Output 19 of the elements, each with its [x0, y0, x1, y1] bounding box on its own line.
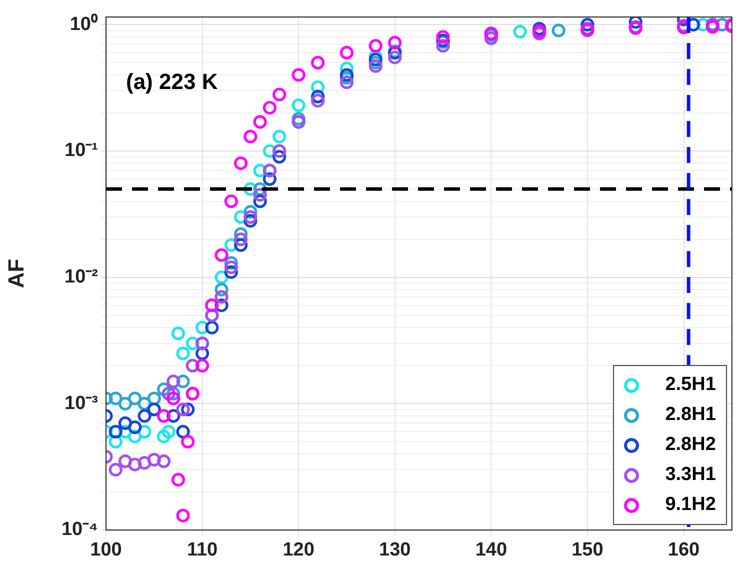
y-tick-label: 10⁻¹: [64, 140, 98, 162]
y-tick-label: 10⁻³: [64, 392, 98, 414]
legend-label: 2.5H1: [665, 374, 716, 396]
legend-label: 2.8H1: [665, 404, 716, 426]
annotation: (a) 223 K: [126, 69, 218, 95]
y-tick-label: 10⁻²: [64, 266, 98, 288]
x-tick-label: 150: [572, 540, 604, 561]
x-tick-label: 100: [90, 540, 122, 561]
x-tick-label: 120: [282, 540, 314, 561]
x-tick-label: 160: [668, 540, 700, 561]
x-tick-label: 130: [379, 540, 411, 561]
y-tick-label: 10⁰: [70, 12, 98, 35]
legend-label: 9.1H2: [665, 494, 716, 516]
y-tick-label: 10⁻⁴: [61, 519, 98, 540]
legend-label: 3.3H1: [665, 464, 716, 486]
x-tick-label: 110: [186, 540, 218, 561]
x-tick-label: 140: [475, 540, 508, 561]
y-axis-title: AF: [3, 258, 28, 288]
legend-label: 2.8H2: [665, 434, 716, 456]
